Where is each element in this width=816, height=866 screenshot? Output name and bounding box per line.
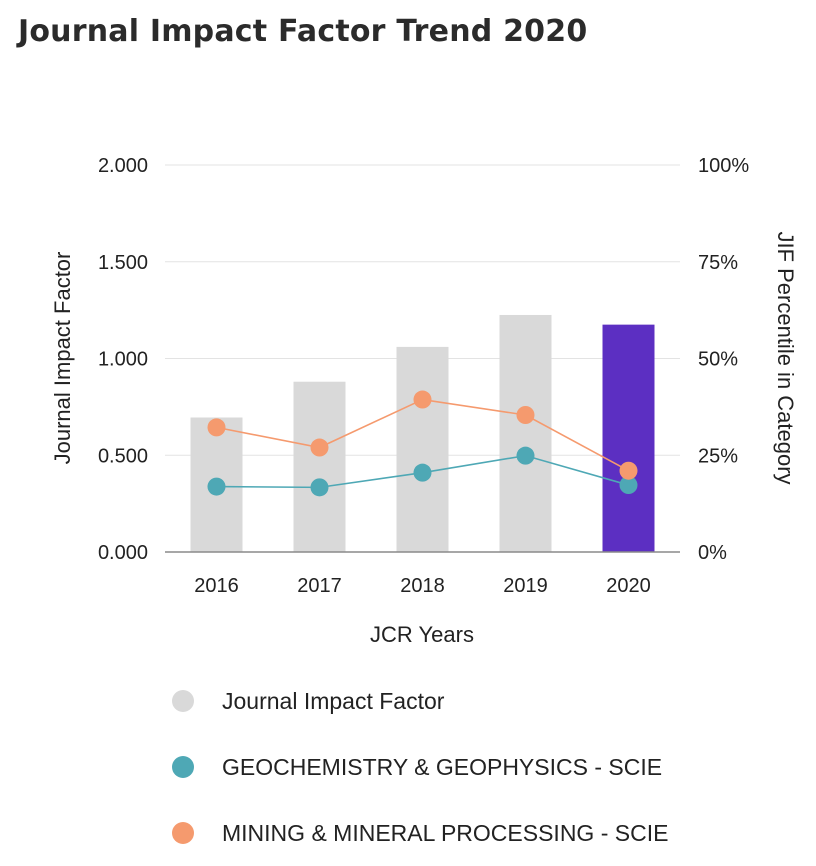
y-tick-label: 1.000 (98, 349, 148, 371)
x-tick-label: 2020 (606, 575, 651, 597)
chart-title: Journal Impact Factor Trend 2020 (18, 14, 588, 49)
data-point (310, 438, 329, 457)
data-point (516, 406, 535, 425)
y-tick-label: 1.500 (98, 252, 148, 274)
y2-axis-title: JIF Percentile in Category (773, 231, 798, 484)
x-tick-label: 2016 (194, 575, 239, 597)
data-point (619, 461, 638, 480)
legend: Journal Impact Factor GEOCHEMISTRY & GEO… (172, 668, 668, 866)
y-tick-label: 0.000 (98, 542, 148, 564)
legend-marker-jif (172, 690, 194, 712)
data-point (619, 476, 638, 495)
y2-tick-label: 100% (698, 155, 749, 177)
y-tick-label: 2.000 (98, 155, 148, 177)
bar (602, 324, 655, 552)
y2-tick-label: 0% (698, 542, 727, 564)
y2-tick-label: 25% (698, 445, 738, 467)
data-point (413, 390, 432, 409)
bar (499, 314, 552, 552)
x-axis-title: JCR Years (370, 622, 474, 647)
data-point (207, 477, 226, 496)
data-point (310, 478, 329, 497)
y-axis-title: Journal Impact Factor (50, 252, 75, 465)
legend-item-mining[interactable]: MINING & MINERAL PROCESSING - SCIE (172, 800, 668, 866)
data-point (413, 463, 432, 482)
data-point (207, 418, 226, 437)
legend-marker-mining (172, 822, 194, 844)
x-tick-label: 2017 (297, 575, 342, 597)
y-tick-label: 0.500 (98, 445, 148, 467)
legend-marker-geochemistry (172, 756, 194, 778)
legend-item-geochemistry[interactable]: GEOCHEMISTRY & GEOPHYSICS - SCIE (172, 734, 668, 800)
y2-tick-label: 50% (698, 349, 738, 371)
y2-tick-label: 75% (698, 252, 738, 274)
legend-label-geochemistry: GEOCHEMISTRY & GEOPHYSICS - SCIE (222, 753, 663, 780)
chart: 0.000 0.500 1.000 1.500 2.000 0% 25% 50% 75% 100%… (50, 155, 798, 647)
legend-label-mining: MINING & MINERAL PROCESSING - SCIE (222, 819, 669, 846)
legend-label-jif: Journal Impact Factor (222, 687, 445, 714)
bar (293, 381, 346, 552)
data-point (516, 446, 535, 465)
x-tick-label: 2018 (400, 575, 445, 597)
x-tick-label: 2019 (503, 575, 548, 597)
bar (396, 346, 449, 552)
legend-item-jif[interactable]: Journal Impact Factor (172, 668, 668, 734)
